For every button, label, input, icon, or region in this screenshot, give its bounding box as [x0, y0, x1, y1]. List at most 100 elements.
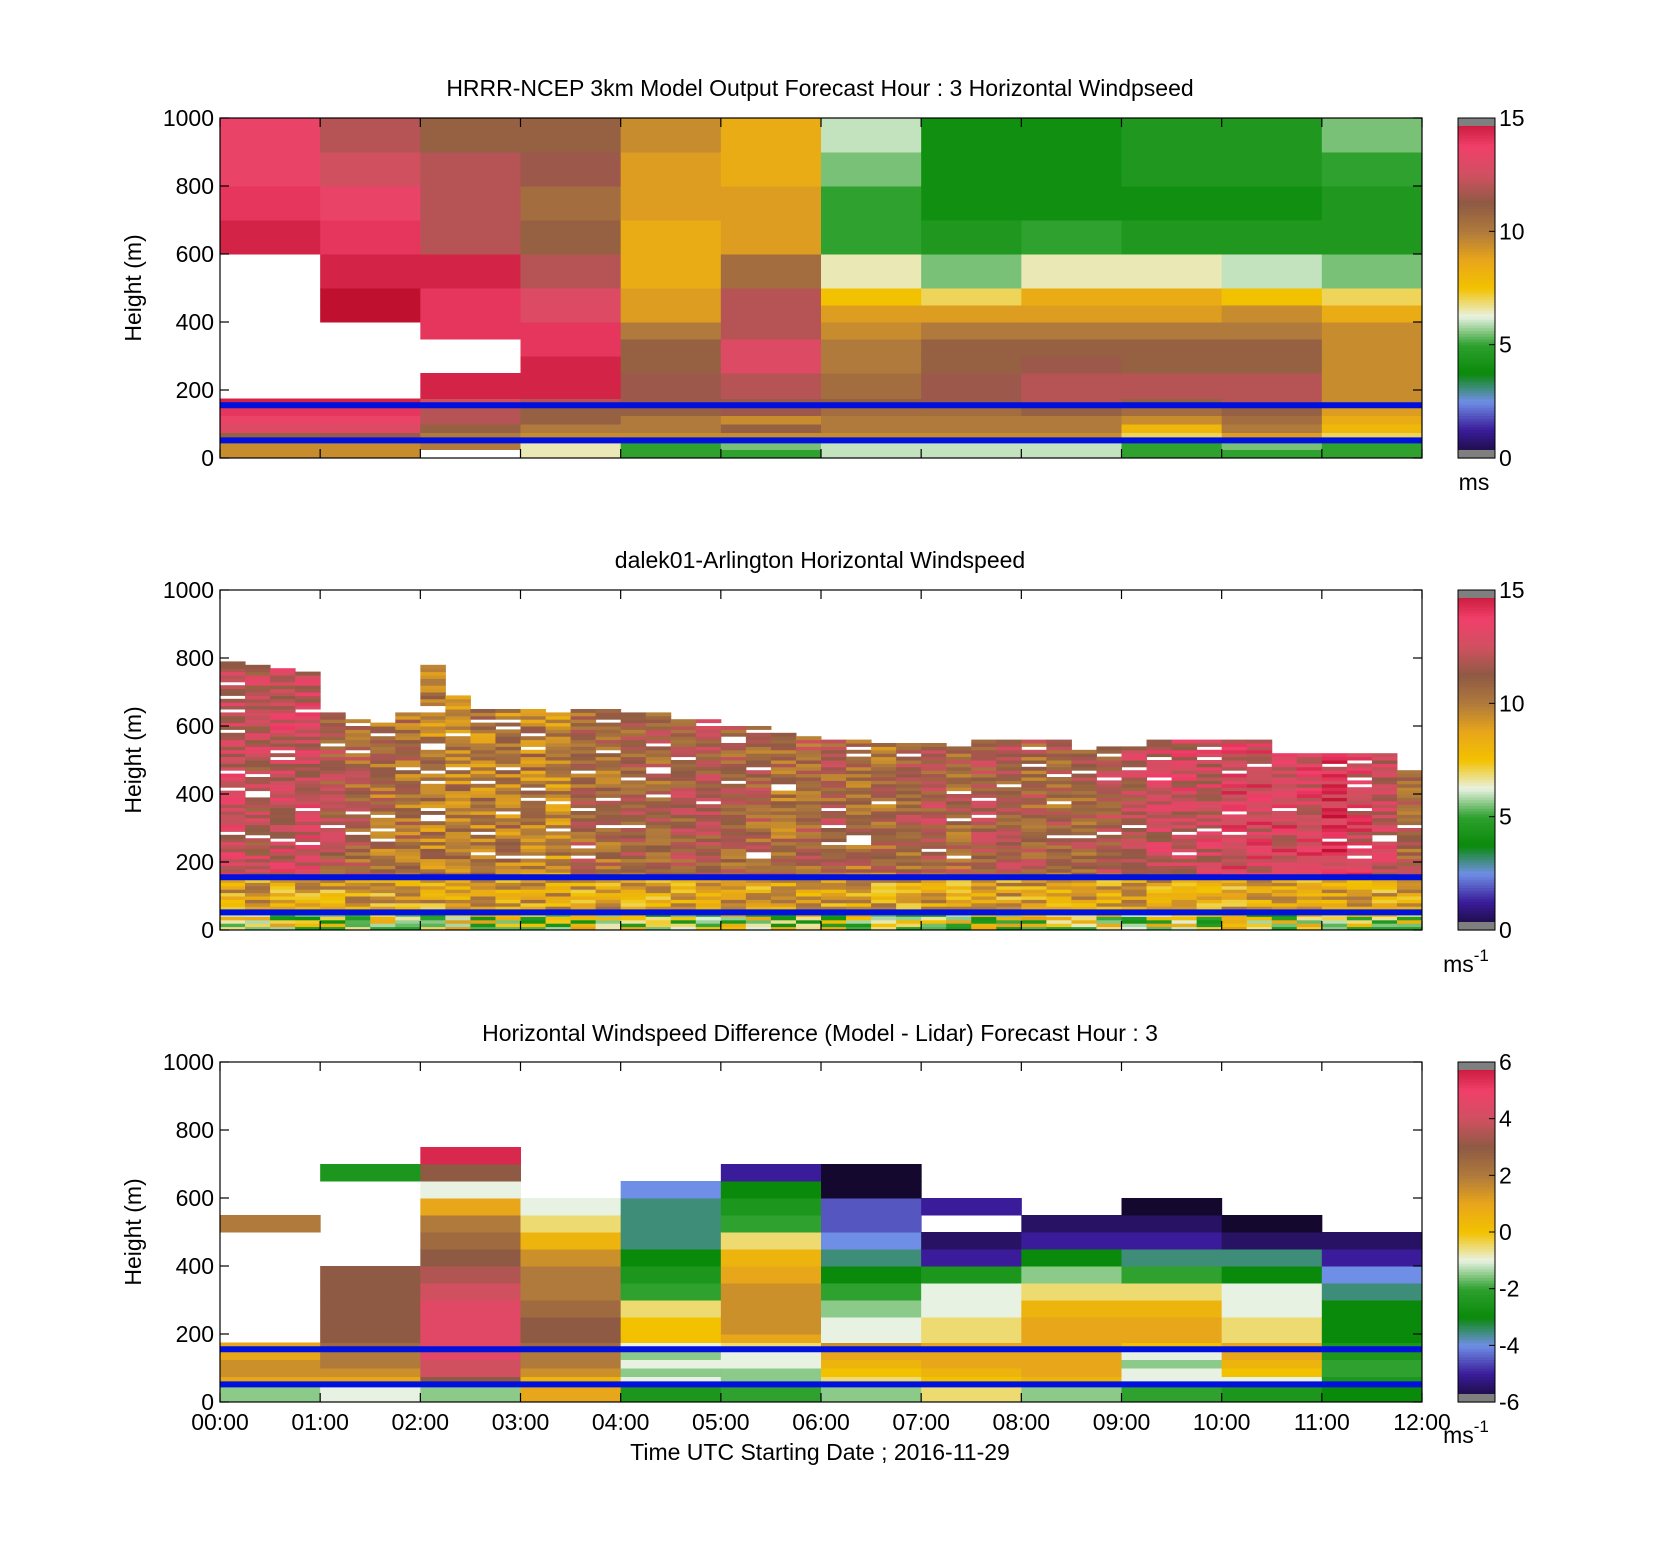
- lidar-profile-cell: [670, 726, 697, 730]
- lidar-colorbar-segment: [1458, 697, 1495, 702]
- lidar-profile-cell: [545, 811, 572, 815]
- lidar-profile-cell: [1046, 851, 1072, 856]
- lidar-profile-cell: [520, 783, 547, 788]
- lidar-profile-cell: [395, 756, 421, 761]
- lidar-profile-cell: [946, 841, 972, 846]
- lidar-profile-cell: [720, 855, 747, 860]
- lidar-profile-cell: [846, 868, 872, 873]
- lidar-profile-cell: [1271, 760, 1298, 764]
- lidar-profile-cell: [220, 688, 246, 693]
- model-heatmap-cell: [1221, 432, 1323, 442]
- lidar-profile-cell: [745, 780, 772, 785]
- lidar-profile-cell: [370, 882, 396, 887]
- lidar-profile-cell: [445, 726, 471, 730]
- lidar-profile-cell: [220, 702, 246, 707]
- difference-colorbar-segment: [1458, 1229, 1495, 1233]
- lidar-profile-cell: [921, 760, 947, 764]
- lidar-profile-cell: [1296, 868, 1323, 873]
- lidar-profile-cell: [520, 926, 547, 931]
- lidar-profile-cell: [670, 858, 697, 863]
- model-y-tick-label: 400: [176, 309, 214, 335]
- lidar-profile-cell: [245, 726, 271, 730]
- lidar-profile-cell: [270, 814, 296, 819]
- model-heatmap-cell: [620, 356, 722, 374]
- lidar-profile-cell: [595, 858, 622, 863]
- model-heatmap-cell: [720, 432, 822, 442]
- lidar-profile-cell: [745, 800, 772, 805]
- lidar-profile-cell: [1271, 848, 1298, 853]
- lidar-profile-cell: [520, 865, 547, 870]
- lidar-profile-cell: [1321, 879, 1348, 883]
- lidar-profile-cell: [595, 906, 622, 911]
- lidar-profile-cell: [971, 746, 997, 751]
- lidar-profile-cell: [1271, 851, 1298, 856]
- lidar-profile-cell: [1271, 817, 1298, 822]
- lidar-profile-cell: [1171, 868, 1198, 873]
- lidar-profile-cell: [345, 814, 371, 819]
- model-colorbar-segment: [1458, 313, 1495, 317]
- lidar-profile-cell: [896, 892, 922, 897]
- lidar-profile-cell: [821, 777, 847, 781]
- model-heatmap-cell: [620, 407, 722, 416]
- lidar-profile-cell: [1321, 811, 1348, 815]
- lidar-profile-cell: [745, 926, 772, 931]
- lidar-profile-cell: [270, 906, 296, 911]
- lidar-profile-cell: [1021, 885, 1047, 890]
- lidar-colorbar-segment: [1458, 655, 1495, 659]
- lidar-profile-cell: [695, 814, 722, 819]
- lidar-colorbar-segment: [1458, 788, 1495, 792]
- lidar-profile-cell: [1021, 807, 1047, 812]
- lidar-profile-cell: [1296, 865, 1323, 870]
- lidar-profile-cell: [645, 879, 672, 883]
- lidar-profile-cell: [545, 739, 572, 744]
- lidar-profile-cell: [745, 902, 772, 907]
- lidar-profile-cell: [645, 746, 672, 751]
- lidar-profile-cell: [545, 923, 572, 928]
- lidar-profile-cell: [520, 882, 547, 887]
- lidar-profile-cell: [320, 885, 346, 890]
- lidar-profile-cell: [220, 739, 246, 744]
- lidar-profile-cell: [695, 770, 722, 775]
- lidar-profile-cell: [570, 763, 597, 768]
- lidar-profile-cell: [1171, 783, 1198, 788]
- lidar-profile-cell: [470, 817, 496, 822]
- lidar-profile-cell: [921, 743, 947, 747]
- difference-heatmap-cell: [1221, 1283, 1323, 1301]
- lidar-profile-cell: [395, 753, 421, 758]
- lidar-profile-cell: [1346, 773, 1373, 778]
- lidar-profile-cell: [1221, 756, 1248, 761]
- lidar-profile-cell: [1046, 919, 1072, 924]
- lidar-profile-cell: [695, 892, 722, 897]
- lidar-profile-cell: [495, 899, 521, 904]
- lidar-profile-cell: [971, 753, 997, 758]
- lidar-profile-cell: [896, 848, 922, 853]
- lidar-profile-cell: [1296, 855, 1323, 860]
- lidar-profile-cell: [620, 712, 647, 717]
- lidar-profile-cell: [1346, 899, 1373, 904]
- lidar-profile-cell: [245, 712, 271, 717]
- lidar-profile-cell: [946, 916, 972, 921]
- model-heatmap-cell: [821, 407, 922, 416]
- lidar-profile-cell: [220, 732, 246, 737]
- model-heatmap-cell: [1121, 441, 1223, 450]
- lidar-profile-cell: [1246, 824, 1273, 829]
- difference-colorbar-segment: [1458, 1215, 1495, 1219]
- difference-colorbar-segment: [1458, 1195, 1495, 1199]
- lidar-profile-cell: [245, 841, 271, 846]
- difference-colorbar-segment: [1458, 1302, 1495, 1307]
- lidar-profile-cell: [245, 868, 271, 873]
- model-heatmap-cell: [320, 441, 421, 450]
- lidar-profile-cell: [295, 756, 321, 761]
- lidar-profile-cell: [1396, 790, 1423, 795]
- lidar-profile-cell: [420, 729, 446, 734]
- lidar-profile-cell: [871, 828, 897, 832]
- lidar-profile-cell: [871, 766, 897, 771]
- difference-colorbar-segment: [1458, 1147, 1495, 1151]
- lidar-profile-cell: [1371, 896, 1398, 900]
- lidar-profile-cell: [220, 807, 246, 812]
- lidar-profile-cell: [996, 889, 1022, 894]
- lidar-profile-cell: [545, 865, 572, 870]
- difference-colorbar-segment: [1458, 1376, 1495, 1380]
- lidar-profile-cell: [1121, 787, 1148, 792]
